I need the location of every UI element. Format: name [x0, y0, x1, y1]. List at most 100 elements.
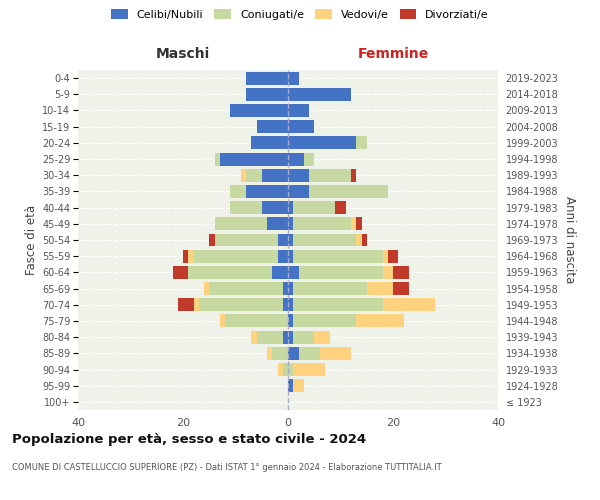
Bar	[215, 218, 267, 230]
Y-axis label: Fasce di età: Fasce di età	[25, 205, 38, 275]
Legend: Celibi/Nubili, Coniugati/e, Vedovi/e, Divorziati/e: Celibi/Nubili, Coniugati/e, Vedovi/e, Di…	[108, 6, 492, 23]
Bar	[215, 234, 277, 246]
Bar	[288, 298, 293, 311]
Bar	[320, 347, 351, 360]
Bar	[293, 201, 335, 214]
Bar	[309, 185, 388, 198]
Bar	[288, 185, 309, 198]
Bar	[220, 314, 225, 328]
Bar	[288, 72, 299, 85]
Bar	[293, 363, 325, 376]
Bar	[383, 298, 435, 311]
Bar	[383, 250, 388, 262]
Bar	[193, 250, 277, 262]
Bar	[262, 169, 288, 181]
Bar	[288, 314, 293, 328]
Bar	[277, 250, 288, 262]
Text: Maschi: Maschi	[156, 48, 210, 62]
Bar	[393, 266, 409, 279]
Bar	[277, 363, 283, 376]
Bar	[262, 201, 288, 214]
Bar	[299, 266, 383, 279]
Bar	[204, 282, 209, 295]
Bar	[304, 152, 314, 166]
Bar	[288, 201, 293, 214]
Bar	[193, 298, 199, 311]
Bar	[288, 282, 293, 295]
Bar	[293, 298, 383, 311]
Bar	[215, 152, 220, 166]
Bar	[209, 234, 215, 246]
Bar	[178, 298, 193, 311]
Bar	[293, 330, 314, 344]
Bar	[356, 234, 361, 246]
Text: COMUNE DI CASTELLUCCIO SUPERIORE (PZ) - Dati ISTAT 1° gennaio 2024 - Elaborazion: COMUNE DI CASTELLUCCIO SUPERIORE (PZ) - …	[12, 462, 442, 471]
Bar	[246, 169, 262, 181]
Bar	[283, 282, 288, 295]
Bar	[173, 266, 188, 279]
Bar	[230, 104, 288, 117]
Bar	[299, 347, 320, 360]
Bar	[288, 347, 299, 360]
Bar	[183, 250, 188, 262]
Bar	[293, 234, 356, 246]
Bar	[356, 314, 404, 328]
Bar	[293, 379, 304, 392]
Bar	[288, 379, 293, 392]
Bar	[367, 282, 393, 295]
Bar	[251, 330, 257, 344]
Bar	[293, 314, 356, 328]
Bar	[288, 152, 304, 166]
Bar	[288, 169, 309, 181]
Bar	[246, 72, 288, 85]
Bar	[188, 250, 193, 262]
Bar	[251, 136, 288, 149]
Bar	[314, 330, 330, 344]
Text: Femmine: Femmine	[358, 48, 428, 62]
Bar	[283, 298, 288, 311]
Bar	[230, 201, 262, 214]
Bar	[288, 104, 309, 117]
Bar	[267, 347, 272, 360]
Bar	[283, 363, 288, 376]
Bar	[288, 250, 293, 262]
Bar	[267, 218, 288, 230]
Y-axis label: Anni di nascita: Anni di nascita	[563, 196, 575, 284]
Bar	[199, 298, 283, 311]
Bar	[288, 363, 293, 376]
Bar	[246, 88, 288, 101]
Bar	[383, 266, 393, 279]
Bar	[288, 120, 314, 133]
Bar	[241, 169, 246, 181]
Bar	[257, 120, 288, 133]
Bar	[288, 234, 293, 246]
Bar	[230, 185, 246, 198]
Bar	[288, 88, 351, 101]
Bar	[361, 234, 367, 246]
Text: Popolazione per età, sesso e stato civile - 2024: Popolazione per età, sesso e stato civil…	[12, 432, 366, 446]
Bar	[220, 152, 288, 166]
Bar	[272, 347, 288, 360]
Bar	[288, 136, 356, 149]
Bar	[283, 330, 288, 344]
Bar	[225, 314, 288, 328]
Bar	[356, 136, 367, 149]
Bar	[393, 282, 409, 295]
Bar	[335, 201, 346, 214]
Bar	[209, 282, 283, 295]
Bar	[309, 169, 351, 181]
Bar	[293, 250, 383, 262]
Bar	[246, 185, 288, 198]
Bar	[257, 330, 283, 344]
Bar	[351, 218, 356, 230]
Bar	[277, 234, 288, 246]
Bar	[388, 250, 398, 262]
Bar	[351, 169, 356, 181]
Bar	[356, 218, 361, 230]
Bar	[288, 266, 299, 279]
Bar	[293, 282, 367, 295]
Bar	[293, 218, 351, 230]
Bar	[272, 266, 288, 279]
Bar	[188, 266, 272, 279]
Bar	[288, 330, 293, 344]
